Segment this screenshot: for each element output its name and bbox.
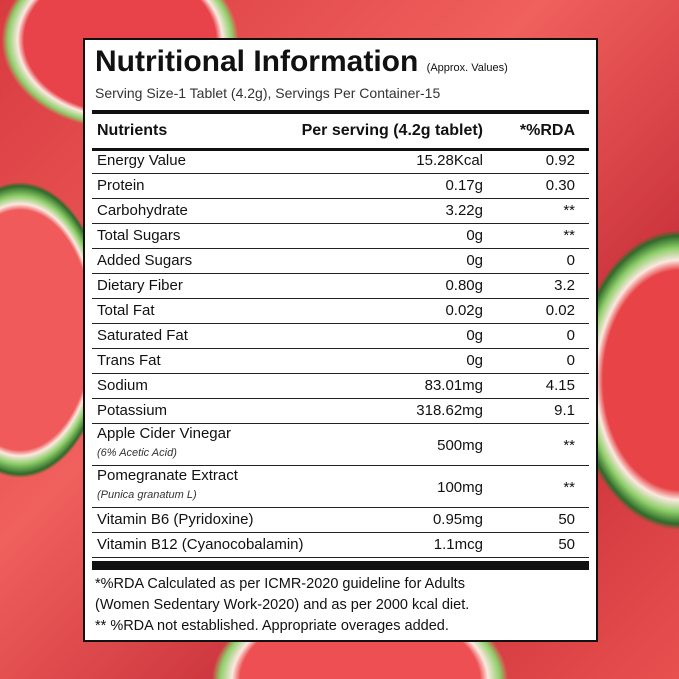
nutrient-value: 500mg xyxy=(437,437,483,454)
footnote-line: *%RDA Calculated as per ICMR-2020 guidel… xyxy=(95,576,465,592)
nutrient-value: 15.28Kcal xyxy=(416,152,483,169)
table-row: Trans Fat 0g 0 xyxy=(92,349,589,374)
nutrient-note: (6% Acetic Acid) xyxy=(97,447,177,459)
nutrient-name: Potassium xyxy=(97,402,168,419)
nutrient-rda: 0 xyxy=(566,352,575,369)
table-row: Total Sugars 0g ** xyxy=(92,224,589,249)
nutrient-name: Energy Value xyxy=(97,152,186,169)
nutrient-name: Sodium xyxy=(97,377,148,394)
nutrient-value: 0.17g xyxy=(445,177,483,194)
nutrient-name: Carbohydrate xyxy=(97,202,188,219)
table-row: Apple Cider Vinegar (6% Acetic Acid) 500mg… xyxy=(92,424,589,466)
nutrient-value: 100mg xyxy=(437,479,483,496)
footnote-line: ** %RDA not established. Appropriate ove… xyxy=(95,618,449,634)
label-title: Nutritional Information (Approx. Values) xyxy=(95,44,508,86)
header-nutrients: Nutrients xyxy=(97,122,168,139)
nutrient-value: 0g xyxy=(466,252,483,269)
nutrient-name: Dietary Fiber xyxy=(97,277,183,294)
nutrient-name: Vitamin B12 (Cyanocobalamin) xyxy=(97,536,304,553)
nutrient-value: 3.22g xyxy=(445,202,483,219)
nutrient-rda: 0.30 xyxy=(545,177,575,194)
nutrient-name: Total Sugars xyxy=(97,227,181,244)
nutrient-rda: 50 xyxy=(558,536,575,553)
divider-thick xyxy=(92,110,589,114)
nutrient-value: 0g xyxy=(466,227,483,244)
nutrient-rda: ** xyxy=(563,202,575,219)
nutrient-name: Trans Fat xyxy=(97,352,161,369)
nutrient-value: 0g xyxy=(466,352,483,369)
table-row: Vitamin B12 (Cyanocobalamin) 1.1mcg 50 xyxy=(92,533,589,558)
footnotes: *%RDA Calculated as per ICMR-2020 guidel… xyxy=(95,574,469,637)
table-row: Saturated Fat 0g 0 xyxy=(92,324,589,349)
nutrient-name: Added Sugars xyxy=(97,252,193,269)
nutrient-value: 318.62mg xyxy=(416,402,483,419)
nutrient-rda: 9.1 xyxy=(554,402,575,419)
nutrient-name: Apple Cider Vinegar xyxy=(97,425,231,442)
nutrient-name: Pomegranate Extract xyxy=(97,467,238,484)
footnote-line: (Women Sedentary Work-2020) and as per 2… xyxy=(95,597,470,613)
nutrient-rda: 0 xyxy=(566,327,575,344)
nutrient-value: 0.80g xyxy=(445,277,483,294)
table-row: Pomegranate Extract (Punica granatum L) 10… xyxy=(92,466,589,508)
nutrient-value: 0.02g xyxy=(445,302,483,319)
table-row: Carbohydrate 3.22g ** xyxy=(92,199,589,224)
nutrient-value: 0.95mg xyxy=(432,511,483,528)
nutrient-name: Saturated Fat xyxy=(97,327,188,344)
nutrient-name: Vitamin B6 (Pyridoxine) xyxy=(97,511,254,528)
divider-thick-bottom xyxy=(92,561,589,570)
nutrient-rda: ** xyxy=(563,437,575,454)
nutrient-name: Protein xyxy=(97,177,145,194)
nutrient-value: 1.1mcg xyxy=(433,536,483,553)
nutrient-name: Total Fat xyxy=(97,302,155,319)
nutrition-label: Nutritional Information (Approx. Values)… xyxy=(83,38,598,642)
nutrient-value: 83.01mg xyxy=(424,377,483,394)
nutrient-rda: ** xyxy=(563,227,575,244)
table-row: Potassium 318.62mg 9.1 xyxy=(92,399,589,424)
header-per-serving: Per serving (4.2g tablet) xyxy=(301,122,483,139)
table-row: Energy Value 15.28Kcal 0.92 xyxy=(92,149,589,174)
header-rda: *%RDA xyxy=(519,122,575,139)
serving-info: Serving Size-1 Tablet (4.2g), Servings P… xyxy=(95,85,441,101)
nutrient-note: (Punica granatum L) xyxy=(97,489,197,501)
nutrient-rda: 50 xyxy=(558,511,575,528)
table-row: Added Sugars 0g 0 xyxy=(92,249,589,274)
approx-values-note: (Approx. Values) xyxy=(426,62,508,74)
nutrient-rda: 3.2 xyxy=(554,277,575,294)
table-row: Total Fat 0.02g 0.02 xyxy=(92,299,589,324)
table-row: Dietary Fiber 0.80g 3.2 xyxy=(92,274,589,299)
table-header: Nutrients Per serving (4.2g tablet) *%RD… xyxy=(92,114,589,151)
nutrient-rda: 0.02 xyxy=(545,302,575,319)
table-row: Vitamin B6 (Pyridoxine) 0.95mg 50 xyxy=(92,508,589,533)
nutrient-rda: 4.15 xyxy=(545,377,575,394)
table-row: Protein 0.17g 0.30 xyxy=(92,174,589,199)
title-text: Nutritional Information xyxy=(95,45,419,78)
nutrient-rda: 0.92 xyxy=(545,152,575,169)
nutrient-rda: 0 xyxy=(566,252,575,269)
nutrient-value: 0g xyxy=(466,327,483,344)
table-row: Sodium 83.01mg 4.15 xyxy=(92,374,589,399)
nutrient-rda: ** xyxy=(563,479,575,496)
